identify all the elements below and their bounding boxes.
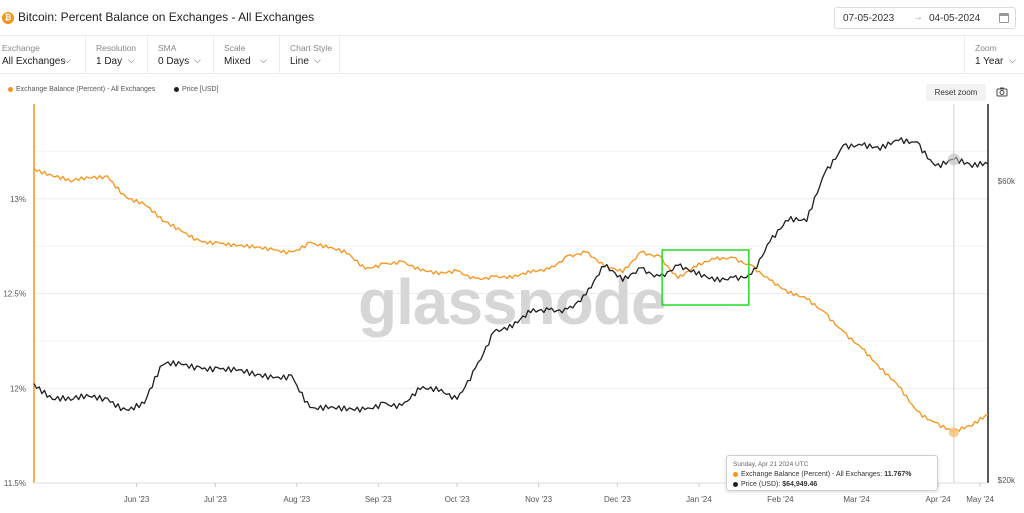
x-tick-label: Dec '23 xyxy=(604,495,631,504)
sma-select[interactable]: SMA 0 Days ⌵ xyxy=(148,36,214,73)
zoom-select[interactable]: Zoom 1 Year ⌵ xyxy=(964,36,1024,73)
x-tick-label: Oct '23 xyxy=(445,495,471,504)
sma-label: SMA xyxy=(158,43,177,53)
chevron-down-icon: ⌵ xyxy=(314,55,321,65)
date-from[interactable]: 07-05-2023 xyxy=(843,13,895,24)
series-line-price xyxy=(33,137,989,413)
legend-label-price: Price [USD] xyxy=(182,86,219,93)
y-tick-label-left: 13% xyxy=(10,195,26,204)
chart-annotations xyxy=(661,104,960,483)
sma-value[interactable]: 0 Days xyxy=(158,56,190,67)
tooltip-dot-balance xyxy=(733,471,738,477)
legend-item-balance[interactable]: Exchange Balance (Percent) - All Exchang… xyxy=(8,86,155,93)
x-axis: Jun '23 Jul '23 Aug '23 Sep '23 Oct '23 Nov '… xyxy=(124,483,995,504)
tooltip-label-balance: Exchange Balance (Percent) - All Exchang… xyxy=(741,471,883,478)
highlight-box xyxy=(661,249,750,306)
x-tick-label: Feb '24 xyxy=(767,495,794,504)
x-tick-label: Jul '23 xyxy=(204,495,227,504)
y-tick-label-left: 11.5% xyxy=(4,479,26,488)
reset-zoom-button[interactable]: Reset zoom xyxy=(926,84,986,101)
tooltip-label-price: Price (USD): xyxy=(741,481,781,488)
tooltip-row-price: Price (USD): $64,949.46 xyxy=(733,481,817,488)
x-tick-label: May '24 xyxy=(966,495,994,504)
bitcoin-icon: ₿ xyxy=(2,12,14,24)
resolution-label: Resolution xyxy=(96,43,137,53)
chart-style-select[interactable]: Chart Style Line ⌵ xyxy=(280,36,340,73)
scale-value[interactable]: Mixed xyxy=(224,56,251,67)
camera-icon[interactable] xyxy=(996,86,1008,98)
legend-dot-balance xyxy=(8,86,13,92)
scale-select[interactable]: Scale Mixed ⌵ xyxy=(214,36,280,73)
chevron-down-icon: ⌵ xyxy=(1009,55,1016,65)
y-tick-label-left: 12% xyxy=(10,384,26,393)
x-tick-label: Mar '24 xyxy=(843,495,870,504)
x-tick-label: Jun '23 xyxy=(124,495,150,504)
resolution-value[interactable]: 1 Day xyxy=(96,56,123,67)
arrow-right-icon: → xyxy=(913,12,923,23)
zoom-value[interactable]: 1 Year xyxy=(975,56,1004,67)
tooltip-date: Sunday, Apr 21 2024 UTC xyxy=(733,461,809,468)
legend-item-price[interactable]: Price [USD] xyxy=(174,86,219,93)
exchange-select[interactable]: Exchange All Exchanges ⌵ xyxy=(0,36,86,73)
chart-series xyxy=(33,137,989,433)
tooltip-value-price: $64,949.46 xyxy=(782,481,818,488)
chart-style-value[interactable]: Line xyxy=(290,56,309,67)
y-tick-label-right: $60k xyxy=(998,177,1016,186)
tooltip-value-balance: 11.767% xyxy=(884,471,912,478)
y-axis-left: 13% 12.5% 12% 11.5% xyxy=(3,195,26,488)
chevron-down-icon: ⌵ xyxy=(64,55,71,65)
y-tick-label-left: 12.5% xyxy=(3,290,26,299)
exchange-label: Exchange xyxy=(2,43,40,53)
x-tick-label: Nov '23 xyxy=(525,495,552,504)
date-to[interactable]: 04-05-2024 xyxy=(929,13,981,24)
scale-label: Scale xyxy=(224,43,246,53)
legend-dot-price xyxy=(174,86,179,92)
series-line-balance xyxy=(33,167,989,433)
y-axis-right: $60k $20k xyxy=(998,177,1016,485)
x-tick-label: Apr '24 xyxy=(926,495,952,504)
zoom-label: Zoom xyxy=(975,43,997,53)
chart-title: Bitcoin: Percent Balance on Exchanges - … xyxy=(18,10,315,24)
tooltip-dot-price xyxy=(733,481,738,487)
date-range-picker[interactable]: 07-05-2023 → 04-05-2024 xyxy=(834,7,1016,29)
resolution-select[interactable]: Resolution 1 Day ⌵ xyxy=(86,36,148,73)
calendar-icon[interactable] xyxy=(999,13,1009,23)
x-tick-label: Sep '23 xyxy=(365,495,392,504)
chart-tooltip: Sunday, Apr 21 2024 UTC Exchange Balance… xyxy=(726,455,938,491)
legend-label-balance: Exchange Balance (Percent) - All Exchang… xyxy=(16,86,156,93)
chart-controls: Exchange All Exchanges ⌵ Resolution 1 Da… xyxy=(0,36,1024,74)
chevron-down-icon: ⌵ xyxy=(194,55,201,65)
hover-marker-price xyxy=(947,153,960,166)
x-tick-label: Jan '24 xyxy=(686,495,712,504)
chart-header: ₿ Bitcoin: Percent Balance on Exchanges … xyxy=(0,0,1024,36)
chevron-down-icon: ⌵ xyxy=(128,55,135,65)
chart-style-label: Chart Style xyxy=(290,43,333,53)
tooltip-row-balance: Exchange Balance (Percent) - All Exchang… xyxy=(733,471,911,478)
exchange-value[interactable]: All Exchanges xyxy=(2,56,66,67)
y-tick-label-right: $20k xyxy=(998,476,1016,485)
hover-marker-balance xyxy=(948,427,959,438)
chevron-down-icon: ⌵ xyxy=(260,55,267,65)
x-tick-label: Aug '23 xyxy=(283,495,310,504)
chart-grid xyxy=(33,104,989,484)
